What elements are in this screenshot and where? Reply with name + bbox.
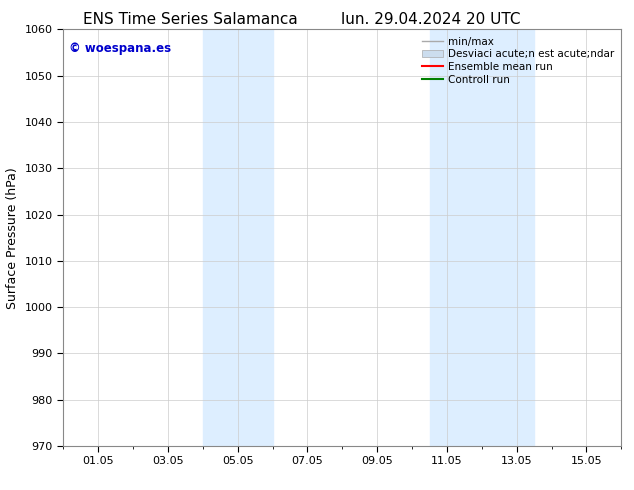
- Text: ENS Time Series Salamanca: ENS Time Series Salamanca: [83, 12, 297, 27]
- Bar: [203, 29, 273, 446]
- Text: © woespana.es: © woespana.es: [69, 42, 171, 55]
- Legend: min/max, Desviaci acute;n est acute;ndar, Ensemble mean run, Controll run: min/max, Desviaci acute;n est acute;ndar…: [420, 35, 616, 87]
- Y-axis label: Surface Pressure (hPa): Surface Pressure (hPa): [6, 167, 19, 309]
- Bar: [429, 29, 534, 446]
- Text: lun. 29.04.2024 20 UTC: lun. 29.04.2024 20 UTC: [341, 12, 521, 27]
